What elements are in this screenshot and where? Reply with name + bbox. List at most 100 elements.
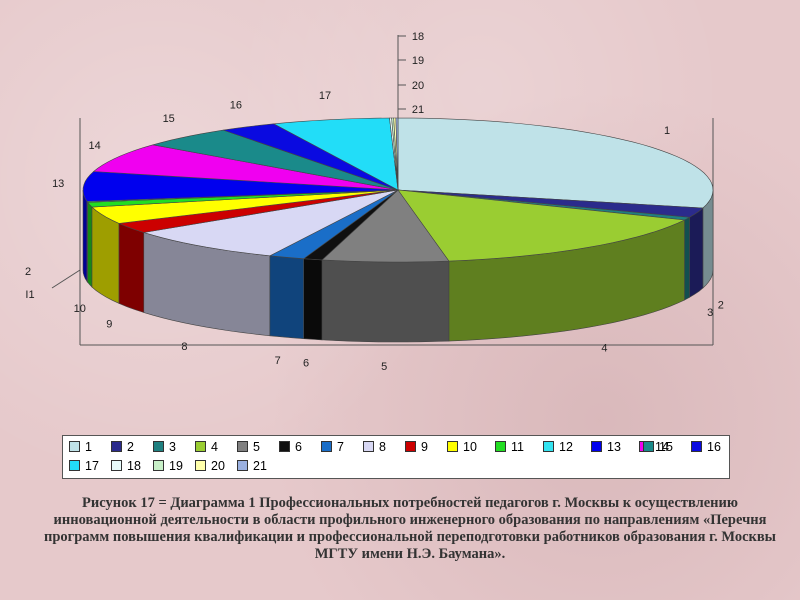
legend-item-15: 15 bbox=[643, 439, 673, 455]
figure-caption: Рисунок 17 = Диаграмма 1 Профессиональны… bbox=[43, 495, 777, 562]
pie-slice-1 bbox=[397, 117, 714, 209]
legend-label-18: 18 bbox=[127, 459, 141, 473]
pie-slice-15 bbox=[152, 129, 399, 191]
legend-swatch-4 bbox=[195, 441, 206, 452]
legend-label-4: 4 bbox=[211, 440, 218, 454]
legend-item-5: 5 bbox=[237, 439, 260, 455]
legend-swatch-17 bbox=[69, 460, 80, 471]
legend-label-3: 3 bbox=[169, 440, 176, 454]
legend-item-16: 16 bbox=[691, 439, 721, 455]
legend-swatch-18 bbox=[111, 460, 122, 471]
legend-item-19: 19 bbox=[153, 458, 183, 474]
legend-item-12: 12 bbox=[543, 439, 573, 455]
legend-label-7: 7 bbox=[337, 440, 344, 454]
pie-slice-4 bbox=[397, 189, 686, 262]
slice-label-15: 15 bbox=[163, 113, 175, 125]
pie-side-7 bbox=[269, 255, 304, 340]
legend-swatch-8 bbox=[363, 441, 374, 452]
legend-item-4: 4 bbox=[195, 439, 218, 455]
legend-item-7: 7 bbox=[321, 439, 344, 455]
legend-label-6: 6 bbox=[295, 440, 302, 454]
pie-side-2 bbox=[689, 207, 704, 298]
slice-label-21: 21 bbox=[412, 104, 424, 116]
slice-label-4: 4 bbox=[601, 343, 607, 355]
legend-item-13: 13 bbox=[591, 439, 621, 455]
pie-tops bbox=[82, 117, 714, 263]
legend-swatch-7 bbox=[321, 441, 332, 452]
legend-label-10: 10 bbox=[463, 440, 477, 454]
legend-swatch-6 bbox=[279, 441, 290, 452]
pie-side-13 bbox=[82, 189, 88, 283]
slice-label-1: 1 bbox=[664, 125, 670, 137]
pie-side-6 bbox=[303, 258, 323, 341]
legend-swatch-16 bbox=[691, 441, 702, 452]
pie-slice-13 bbox=[82, 171, 399, 202]
legend-label-16: 16 bbox=[707, 440, 721, 454]
slice-label-9: 9 bbox=[106, 319, 112, 331]
pie-slice-10 bbox=[91, 189, 399, 224]
legend-label-1: 1 bbox=[85, 440, 92, 454]
slice-label-3: 3 bbox=[707, 307, 713, 319]
slice-label-2: 2 bbox=[718, 299, 724, 311]
legend-item-11: 11 bbox=[495, 439, 524, 455]
legend-item-18: 18 bbox=[111, 458, 141, 474]
legend-label-15: 15 bbox=[659, 440, 673, 454]
legend-label-21: 21 bbox=[253, 459, 267, 473]
legend-swatch-3 bbox=[153, 441, 164, 452]
legend-label-17: 17 bbox=[85, 459, 99, 473]
legend-item-1: 1 bbox=[69, 439, 92, 455]
legend-swatch-13 bbox=[591, 441, 602, 452]
legend-label-13: 13 bbox=[607, 440, 621, 454]
legend-label-19: 19 bbox=[169, 459, 183, 473]
pie-slice-14 bbox=[92, 144, 399, 191]
legend-label-2: 2 bbox=[127, 440, 134, 454]
legend-swatch-2 bbox=[111, 441, 122, 452]
legend-label-11: 11 bbox=[511, 440, 524, 454]
leader-line bbox=[51, 269, 81, 289]
legend-item-21: 21 bbox=[237, 458, 267, 474]
pie-slice-8 bbox=[143, 189, 399, 257]
slice-label-14: 14 bbox=[88, 140, 100, 152]
slice-label-17: 17 bbox=[319, 90, 331, 102]
legend-swatch-21 bbox=[237, 460, 248, 471]
slice-label-12: 2 bbox=[25, 266, 31, 278]
legend-label-14: 14 bbox=[655, 440, 669, 454]
legend-swatch-10 bbox=[447, 441, 458, 452]
legend-label-5: 5 bbox=[253, 440, 260, 454]
slice-label-6: 6 bbox=[303, 358, 309, 370]
legend-label-12: 12 bbox=[559, 440, 573, 454]
legend-label-20: 20 bbox=[211, 459, 225, 473]
pie-sides bbox=[82, 189, 714, 343]
legend-swatch-11 bbox=[495, 441, 506, 452]
legend-swatch-15 bbox=[643, 441, 654, 452]
legend-item-9: 9 bbox=[405, 439, 428, 455]
legend-swatch-12 bbox=[543, 441, 554, 452]
slice-label-11: I1 bbox=[25, 289, 34, 301]
legend-item-3: 3 bbox=[153, 439, 176, 455]
legend-swatch-19 bbox=[153, 460, 164, 471]
legend-label-9: 9 bbox=[421, 440, 428, 454]
slice-label-18: 18 bbox=[412, 31, 424, 43]
pie-side-9 bbox=[118, 222, 145, 313]
slice-label-8: 8 bbox=[181, 341, 187, 353]
slice-label-20: 20 bbox=[412, 80, 424, 92]
chart-legend: 1 2 3 4 5 6 7 8 9 10 11 12 13 14 15 16 17 18 19 20 21 bbox=[62, 435, 730, 479]
pie-side-11 bbox=[87, 201, 93, 288]
slice-label-5: 5 bbox=[381, 361, 387, 373]
slice-label-13: 13 bbox=[52, 178, 64, 190]
legend-item-17: 17 bbox=[69, 458, 99, 474]
slice-label-10: 10 bbox=[74, 303, 86, 315]
legend-swatch-1 bbox=[69, 441, 80, 452]
pie-slice-17 bbox=[272, 117, 399, 191]
slice-label-16: 16 bbox=[230, 99, 242, 111]
legend-label-8: 8 bbox=[379, 440, 386, 454]
pie-slice-21 bbox=[395, 117, 399, 191]
pie-side-3 bbox=[684, 216, 690, 301]
legend-swatch-5 bbox=[237, 441, 248, 452]
pie-slice-5 bbox=[321, 189, 450, 263]
slice-label-19: 19 bbox=[412, 55, 424, 67]
legend-item-10: 10 bbox=[447, 439, 477, 455]
legend-item-20: 20 bbox=[195, 458, 225, 474]
